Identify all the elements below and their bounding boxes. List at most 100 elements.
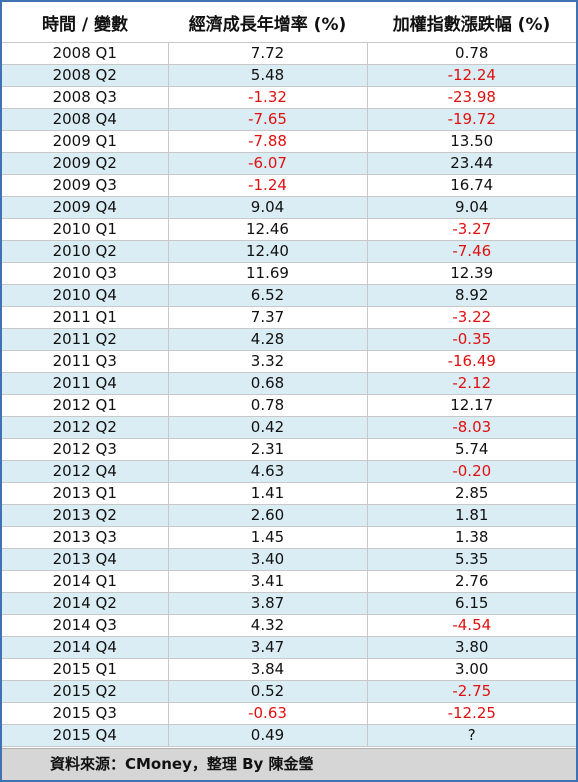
cell-index-change: 1.81	[367, 504, 576, 527]
cell-gdp-growth: 9.04	[168, 196, 368, 219]
cell-time: 2015 Q1	[2, 658, 169, 681]
cell-gdp-growth: 12.46	[168, 218, 368, 241]
table-row: 2011 Q3 3.32 -16.49	[2, 350, 576, 373]
cell-index-change: -7.46	[367, 240, 576, 263]
cell-index-change: -4.54	[367, 614, 576, 637]
cell-time: 2012 Q3	[2, 438, 169, 461]
cell-time: 2010 Q4	[2, 284, 169, 307]
table-row: 2011 Q4 0.68 -2.12	[2, 372, 576, 395]
cell-index-change: 8.92	[367, 284, 576, 307]
table-row: 2011 Q1 7.37 -3.22	[2, 306, 576, 329]
table-row: 2010 Q3 11.69 12.39	[2, 262, 576, 285]
cell-time: 2010 Q2	[2, 240, 169, 263]
cell-gdp-growth: 0.52	[168, 680, 368, 703]
cell-index-change: -8.03	[367, 416, 576, 439]
cell-gdp-growth: -1.24	[168, 174, 368, 197]
cell-gdp-growth: 1.45	[168, 526, 368, 549]
table-row: 2008 Q4 -7.65 -19.72	[2, 108, 576, 131]
cell-gdp-growth: 0.68	[168, 372, 368, 395]
cell-time: 2008 Q2	[2, 64, 169, 87]
cell-time: 2008 Q1	[2, 42, 169, 65]
cell-time: 2009 Q1	[2, 130, 169, 153]
cell-time: 2014 Q3	[2, 614, 169, 637]
cell-gdp-growth: 3.47	[168, 636, 368, 659]
cell-time: 2011 Q1	[2, 306, 169, 329]
cell-index-change: 23.44	[367, 152, 576, 175]
cell-gdp-growth: 0.42	[168, 416, 368, 439]
cell-time: 2015 Q4	[2, 724, 169, 747]
cell-index-change: 5.74	[367, 438, 576, 461]
cell-index-change: 9.04	[367, 196, 576, 219]
cell-time: 2011 Q3	[2, 350, 169, 373]
table-row: 2009 Q3 -1.24 16.74	[2, 174, 576, 197]
cell-index-change: -2.12	[367, 372, 576, 395]
cell-gdp-growth: 7.72	[168, 42, 368, 65]
cell-time: 2013 Q2	[2, 504, 169, 527]
table-row: 2015 Q2 0.52 -2.75	[2, 680, 576, 703]
table-row: 2014 Q4 3.47 3.80	[2, 636, 576, 659]
cell-index-change: -3.27	[367, 218, 576, 241]
cell-index-change: 6.15	[367, 592, 576, 615]
cell-gdp-growth: -7.65	[168, 108, 368, 131]
cell-gdp-growth: 2.60	[168, 504, 368, 527]
table-row: 2013 Q2 2.60 1.81	[2, 504, 576, 527]
table-row: 2013 Q3 1.45 1.38	[2, 526, 576, 549]
cell-gdp-growth: 1.41	[168, 482, 368, 505]
header-index-change: 加權指數漲跌幅 (%)	[367, 2, 576, 43]
cell-time: 2015 Q2	[2, 680, 169, 703]
cell-index-change: 12.17	[367, 394, 576, 417]
cell-index-change: -16.49	[367, 350, 576, 373]
table-row: 2015 Q3 -0.63 -12.25	[2, 702, 576, 725]
cell-time: 2015 Q3	[2, 702, 169, 725]
cell-time: 2009 Q2	[2, 152, 169, 175]
cell-index-change: 16.74	[367, 174, 576, 197]
cell-index-change: -3.22	[367, 306, 576, 329]
cell-index-change: -12.24	[367, 64, 576, 87]
cell-gdp-growth: 7.37	[168, 306, 368, 329]
cell-time: 2013 Q3	[2, 526, 169, 549]
table-row: 2008 Q3 -1.32 -23.98	[2, 86, 576, 109]
table-row: 2011 Q2 4.28 -0.35	[2, 328, 576, 351]
table-row: 2009 Q4 9.04 9.04	[2, 196, 576, 219]
header-time: 時間 / 變數	[2, 2, 168, 43]
cell-gdp-growth: 3.41	[168, 570, 368, 593]
table-row: 2014 Q2 3.87 6.15	[2, 592, 576, 615]
cell-index-change: 0.78	[367, 42, 576, 65]
cell-gdp-growth: 0.49	[168, 724, 368, 747]
cell-index-change: -19.72	[367, 108, 576, 131]
cell-gdp-growth: -6.07	[168, 152, 368, 175]
cell-time: 2013 Q1	[2, 482, 169, 505]
cell-time: 2014 Q2	[2, 592, 169, 615]
cell-index-change: 13.50	[367, 130, 576, 153]
cell-index-change: -0.35	[367, 328, 576, 351]
cell-index-change: 5.35	[367, 548, 576, 571]
table-row: 2009 Q1 -7.88 13.50	[2, 130, 576, 153]
cell-index-change: 1.38	[367, 526, 576, 549]
cell-gdp-growth: 5.48	[168, 64, 368, 87]
cell-gdp-growth: -0.63	[168, 702, 368, 725]
header-gdp-growth: 經濟成長年增率 (%)	[168, 2, 367, 43]
cell-time: 2009 Q3	[2, 174, 169, 197]
header-row: 時間 / 變數 經濟成長年增率 (%) 加權指數漲跌幅 (%)	[2, 2, 576, 43]
table-row: 2008 Q1 7.72 0.78	[2, 42, 576, 65]
cell-gdp-growth: 3.87	[168, 592, 368, 615]
cell-index-change: 2.85	[367, 482, 576, 505]
cell-time: 2014 Q4	[2, 636, 169, 659]
cell-index-change: 2.76	[367, 570, 576, 593]
table-row: 2012 Q1 0.78 12.17	[2, 394, 576, 417]
cell-time: 2009 Q4	[2, 196, 169, 219]
cell-gdp-growth: 11.69	[168, 262, 368, 285]
table-body: 2008 Q1 7.72 0.78 2008 Q2 5.48 -12.24 2008 Q3-…	[2, 42, 576, 747]
cell-time: 2011 Q2	[2, 328, 169, 351]
table-row: 2010 Q4 6.52 8.92	[2, 284, 576, 307]
cell-index-change: 3.00	[367, 658, 576, 681]
cell-time: 2013 Q4	[2, 548, 169, 571]
cell-gdp-growth: -7.88	[168, 130, 368, 153]
table-row: 2012 Q2 0.42 -8.03	[2, 416, 576, 439]
cell-index-change: -0.20	[367, 460, 576, 483]
cell-gdp-growth: 4.63	[168, 460, 368, 483]
table-row: 2015 Q4 0.49?	[2, 724, 576, 747]
cell-time: 2011 Q4	[2, 372, 169, 395]
cell-time: 2012 Q4	[2, 460, 169, 483]
